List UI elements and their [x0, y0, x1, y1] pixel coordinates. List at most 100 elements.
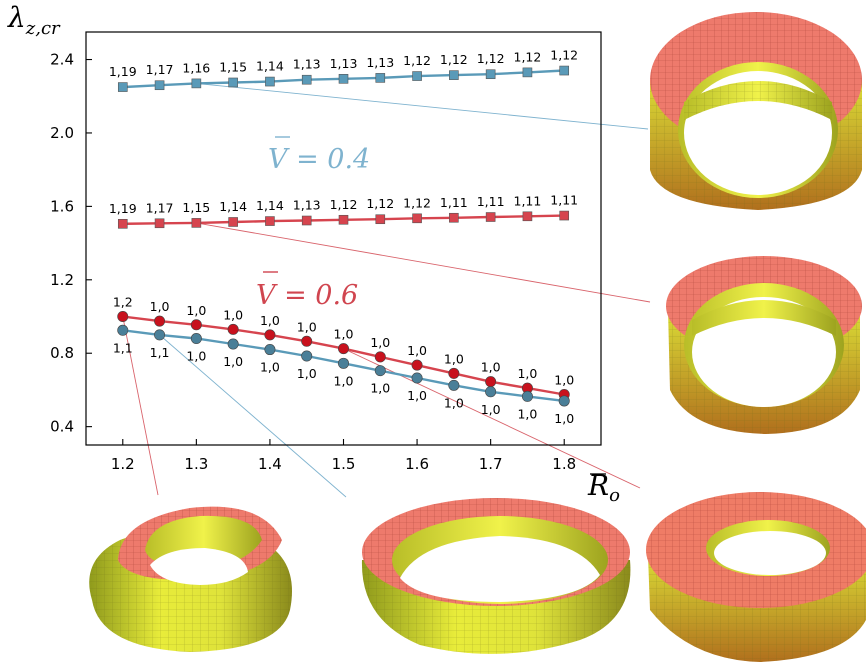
mode-label: 1,0	[334, 373, 354, 388]
mode-label: 1,0	[554, 411, 574, 426]
data-point	[227, 338, 239, 350]
mode-label: 1,0	[150, 299, 170, 314]
mode-label: 1,0	[481, 402, 501, 417]
data-point	[337, 343, 349, 355]
data-point	[337, 357, 349, 369]
data-point	[301, 350, 313, 362]
mode-label: 1,0	[481, 360, 501, 375]
data-point	[264, 329, 276, 341]
mode-label: 1,14	[256, 59, 284, 74]
mode-label: 1,17	[146, 200, 174, 215]
data-point	[154, 329, 166, 341]
data-point	[448, 379, 460, 391]
data-point	[117, 311, 129, 323]
mode-label: 1,12	[330, 197, 358, 212]
mode-label: 1,15	[182, 200, 210, 215]
data-point	[485, 376, 497, 388]
mode-label: 1,12	[403, 53, 431, 68]
data-point	[411, 372, 423, 384]
series-upper-red: 1,19 1,17 1,15 1,14 1,14 1,13 1,12 1,12 1,12 1,11…	[109, 193, 578, 229]
mode-label: 1,19	[109, 64, 137, 79]
data-point	[228, 77, 238, 88]
ring-image-middle-right	[666, 256, 862, 434]
data-point	[522, 67, 533, 78]
data-point	[559, 65, 570, 76]
leader-line	[196, 82, 649, 130]
data-point	[374, 351, 386, 363]
mode-label: 1,19	[109, 201, 137, 216]
mode-label: 1,0	[186, 349, 206, 364]
mode-label: 1,11	[440, 195, 468, 210]
ring-illustrations	[89, 12, 866, 662]
series-lower-blue: 1,1 1,1 1,0 1,0 1,0 1,0 1,0 1,0 1,0 1,0 1,0 1,0 1,0	[113, 324, 574, 426]
mode-label: 1,12	[440, 52, 468, 67]
leader-line	[159, 334, 347, 498]
series-layer: 1,19 1,17 1,16 1,15 1,14 1,13 1,13 1,13 1,12 1,12…	[109, 48, 578, 426]
data-point	[485, 386, 497, 398]
mode-label: 1,0	[260, 313, 280, 328]
data-point	[485, 212, 496, 222]
data-point	[338, 214, 349, 225]
mode-label: 1,0	[370, 381, 390, 396]
mode-label: 1,0	[297, 366, 317, 381]
data-point	[559, 210, 570, 221]
ring-image-bottom-left	[89, 506, 292, 652]
leader-line	[122, 316, 159, 496]
mode-label: 1,12	[514, 49, 542, 64]
data-point	[154, 218, 165, 229]
data-point	[375, 73, 386, 83]
mode-label: 1,14	[219, 199, 247, 214]
y-axis-title: λz,cr	[7, 1, 61, 39]
data-point	[521, 390, 533, 402]
data-point	[485, 69, 496, 80]
data-point	[522, 211, 533, 222]
data-point	[301, 215, 312, 226]
data-point	[449, 212, 459, 223]
data-point	[190, 319, 202, 331]
mode-label: 1,0	[370, 335, 390, 350]
data-point	[154, 315, 166, 327]
series-lower-red: 1,2 1,0 1,0 1,0 1,0 1,0 1,0 1,0 1,0 1,0 1,0 1,0 1,0	[113, 295, 574, 401]
data-point	[411, 359, 423, 371]
data-point	[558, 395, 570, 407]
svg-text:V = 0.4: V = 0.4	[268, 144, 370, 175]
mode-label: 1,11	[514, 193, 542, 208]
x-axis-title: Ro	[587, 469, 620, 506]
leader-line	[343, 348, 641, 489]
data-point	[412, 213, 422, 224]
data-point	[191, 78, 202, 89]
data-point	[228, 217, 238, 227]
x-tick-label: 1.5	[332, 455, 356, 473]
mode-label: 1,12	[366, 196, 394, 211]
mode-label: 1,12	[403, 195, 431, 210]
ring-image-bottom-middle	[361, 498, 631, 654]
mode-label: 1,0	[517, 406, 537, 421]
y-axis: 0.4 0.8 1.2 1.6 2.0 2.4	[50, 51, 92, 436]
x-tick-label: 1.6	[405, 455, 429, 473]
data-point	[264, 344, 276, 356]
series-upper-blue: 1,19 1,17 1,16 1,15 1,14 1,13 1,13 1,13 1,12 1,12…	[109, 48, 578, 92]
mode-label: 1,12	[477, 51, 505, 66]
x-tick-label: 1.7	[479, 455, 503, 473]
svg-text:Ro: Ro	[587, 469, 620, 506]
data-point	[227, 323, 239, 335]
data-point	[449, 70, 459, 80]
mode-label: 1,11	[477, 194, 505, 209]
ring-image-top-right	[650, 12, 862, 210]
mode-label: 1,17	[146, 62, 174, 77]
mode-label: 1,0	[444, 351, 464, 366]
mode-label: 1,1	[113, 340, 133, 355]
leader-line	[196, 222, 651, 303]
data-point	[117, 219, 128, 229]
data-point	[117, 82, 128, 92]
ring-image-bottom-right	[646, 492, 866, 662]
annotation-v-06: V = 0.6	[256, 271, 358, 311]
x-tick-label: 1.2	[111, 455, 135, 473]
mode-label: 1,0	[223, 307, 243, 322]
data-point	[190, 333, 202, 345]
x-tick-label: 1.4	[258, 455, 282, 473]
mode-label: 1,0	[186, 303, 206, 318]
x-axis: 1.2 1.3 1.4 1.5 1.6 1.7 1.8	[111, 439, 576, 473]
mode-label: 1,1	[150, 345, 170, 360]
